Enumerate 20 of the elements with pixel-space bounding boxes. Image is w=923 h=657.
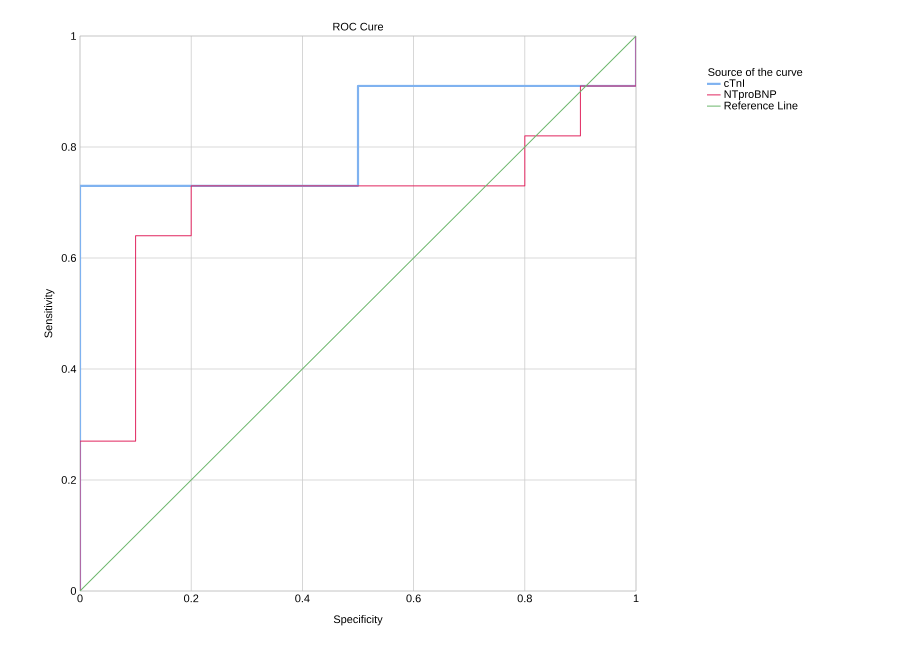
x-tick-label: 0.8	[518, 594, 532, 602]
y-tick-label: 1	[71, 32, 76, 40]
x-tick-label: 0.2	[184, 594, 198, 602]
chart-title: ROC Cure	[333, 22, 384, 30]
x-tick-label: 0	[77, 594, 83, 602]
y-axis-title: Sensitivity	[44, 288, 54, 338]
y-tick-label: 0.4	[62, 365, 76, 373]
x-tick-label: 0.6	[406, 594, 421, 602]
x-tick-label: 1	[634, 594, 639, 602]
legend-label: cTnI	[724, 79, 744, 87]
x-tick-label: 0.4	[295, 594, 310, 602]
legend-label: NTproBNP	[724, 90, 776, 100]
legend-title: Source of the curve	[708, 68, 802, 76]
line-series	[80, 36, 636, 591]
legend-label: Reference Line	[724, 101, 798, 110]
y-tick-label: 0.2	[62, 476, 76, 484]
x-axis-title: Specificity	[334, 615, 383, 626]
y-tick-label: 0.8	[62, 143, 76, 151]
y-tick-label: 0.6	[62, 254, 76, 262]
y-tick-label: 0	[70, 587, 76, 595]
